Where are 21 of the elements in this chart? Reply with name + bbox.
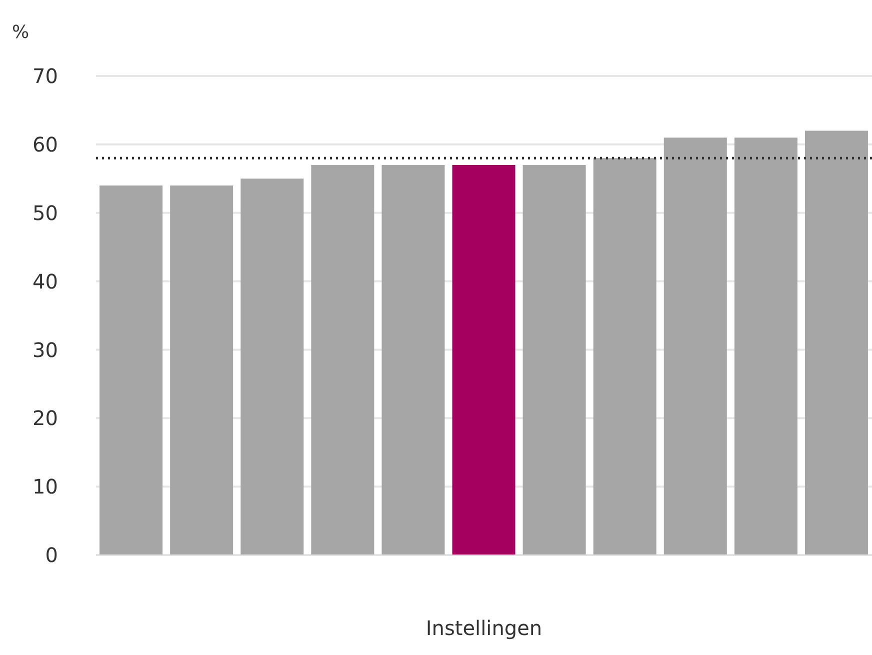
y-tick-label: 10 [32,474,58,499]
y-axis-title: % [12,22,30,43]
bar [452,164,516,555]
x-axis-title: Instellingen [426,616,542,640]
bar [240,178,304,555]
bar [522,164,586,555]
y-tick-label: 30 [32,338,58,362]
bar [311,164,374,555]
bar [804,130,868,555]
y-tick-label: 50 [32,200,58,225]
bar [100,185,163,555]
y-tick-label: 70 [32,64,58,88]
y-tick-label: 20 [32,406,58,430]
y-tick-label: 40 [32,269,58,294]
bar [593,158,656,555]
bar [734,138,798,555]
bar [664,138,727,555]
y-tick-label: 60 [32,132,58,157]
bar [170,185,234,555]
bar [382,164,445,555]
y-tick-label: 0 [45,543,58,568]
